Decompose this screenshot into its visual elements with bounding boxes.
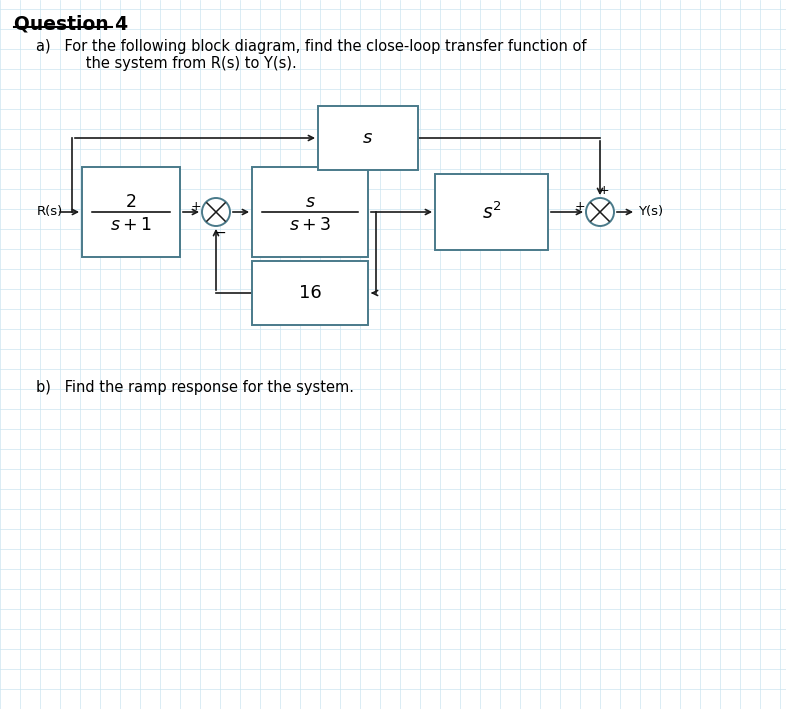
Bar	[252, 167, 368, 257]
Text: b)   Find the ramp response for the system.: b) Find the ramp response for the system…	[36, 380, 354, 395]
Bar	[82, 167, 180, 257]
Text: $s$: $s$	[362, 129, 373, 147]
Text: R(s): R(s)	[37, 206, 63, 218]
Bar	[435, 174, 548, 250]
Ellipse shape	[586, 198, 614, 226]
Bar	[318, 106, 418, 170]
Text: 16: 16	[299, 284, 321, 302]
Bar	[252, 261, 368, 325]
Text: the system from R(s) to Y(s).: the system from R(s) to Y(s).	[58, 56, 297, 71]
Text: $s$: $s$	[305, 193, 315, 211]
Text: a)   For the following block diagram, find the close-loop transfer function of: a) For the following block diagram, find…	[36, 39, 586, 54]
Text: Question 4: Question 4	[14, 14, 128, 33]
Text: $s + 1$: $s + 1$	[110, 216, 152, 234]
Text: 2: 2	[126, 193, 137, 211]
Text: Y(s): Y(s)	[638, 206, 663, 218]
Text: $s^2$: $s^2$	[482, 201, 501, 223]
Text: +: +	[599, 184, 609, 196]
Ellipse shape	[202, 198, 230, 226]
Text: $s + 3$: $s + 3$	[289, 216, 331, 234]
Text: +: +	[575, 201, 586, 213]
Text: +: +	[191, 201, 201, 213]
Text: −: −	[215, 226, 226, 240]
